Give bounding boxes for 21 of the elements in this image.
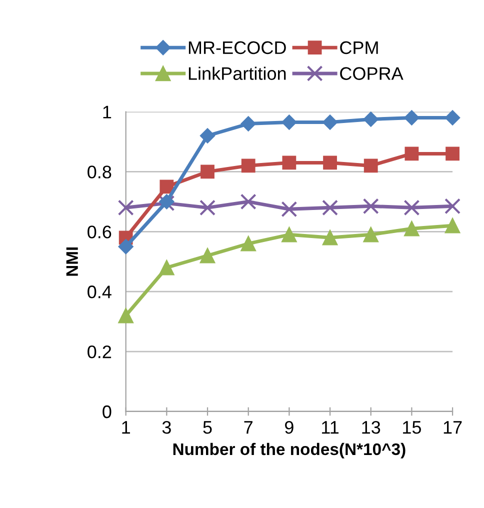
- x-tick-label: 13: [362, 420, 380, 434]
- x-tick-label: 5: [203, 421, 212, 434]
- y-tick-label: 0.2: [88, 345, 112, 358]
- x-tick-label: 9: [285, 420, 294, 434]
- legend-label: LinkPartition: [188, 66, 286, 80]
- x-tick-label: 1: [122, 421, 130, 434]
- x-tick-label: 17: [444, 421, 462, 434]
- y-axis-title: NMI: [66, 247, 78, 276]
- x-tick-label: 7: [244, 421, 252, 434]
- y-tick-label: 0: [102, 405, 112, 418]
- legend-label: CPM: [340, 41, 378, 54]
- legend-label: MR-ECOCD: [188, 41, 286, 54]
- y-tick-label: 0.8: [88, 166, 112, 178]
- y-tick-label: 1: [103, 106, 112, 118]
- x-tick-label: 15: [403, 421, 421, 434]
- y-tick-label: 0.4: [88, 286, 112, 298]
- y-tick-label: 0.6: [88, 226, 112, 238]
- x-tick-label: 3: [162, 420, 171, 434]
- legend-label: COPRA: [340, 67, 404, 80]
- x-axis-title: Number of the nodes(N*10^3): [173, 442, 406, 458]
- x-tick-label: 11: [322, 421, 339, 434]
